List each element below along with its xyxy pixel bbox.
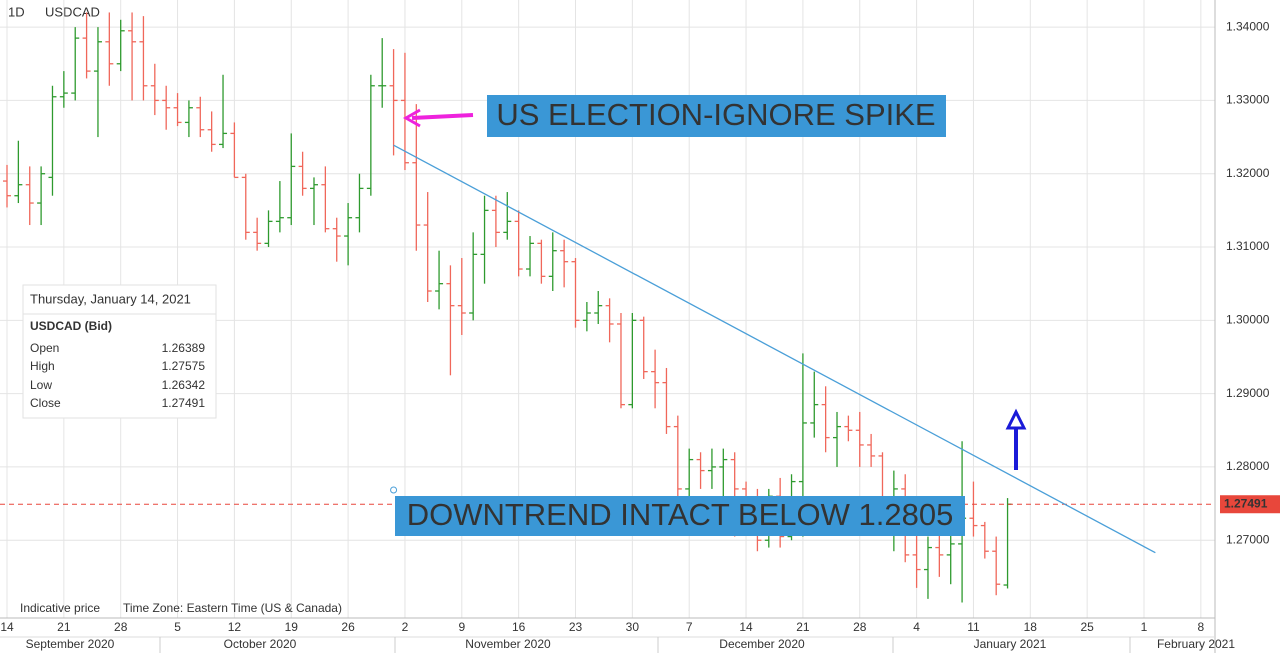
x-tick-label: 4 [913, 620, 920, 634]
trendline [393, 144, 1156, 554]
month-label: September 2020 [26, 637, 115, 651]
month-label: February 2021 [1157, 637, 1235, 651]
trendline-anchor [390, 486, 398, 494]
info-box [22, 284, 217, 419]
x-tick-label: 8 [1198, 620, 1205, 634]
y-tick-label: 1.27000 [1226, 532, 1270, 546]
info-value: 1.26342 [162, 378, 206, 392]
y-tick-label: 1.29000 [1226, 386, 1270, 400]
info-value: 1.26389 [162, 341, 206, 355]
up-arrow-head [1005, 408, 1027, 430]
x-tick-label: 16 [512, 620, 526, 634]
x-tick-label: 9 [458, 620, 465, 634]
x-tick-label: 19 [285, 620, 299, 634]
x-tick-label: 14 [739, 620, 753, 634]
annotation: DOWNTREND INTACT BELOW 1.2805 [407, 497, 954, 532]
info-date: Thursday, January 14, 2021 [30, 291, 191, 306]
month-label: December 2020 [719, 637, 805, 651]
y-tick-label: 1.32000 [1226, 166, 1270, 180]
month-label: January 2021 [974, 637, 1047, 651]
x-tick-label: 12 [228, 620, 242, 634]
y-tick-label: 1.31000 [1226, 239, 1270, 253]
x-tick-label: 25 [1080, 620, 1094, 634]
info-instrument: USDCAD (Bid) [30, 319, 112, 333]
x-tick-label: 5 [174, 620, 181, 634]
x-tick-label: 21 [57, 620, 71, 634]
x-tick-label: 7 [686, 620, 693, 634]
annotation-box [395, 496, 965, 536]
x-tick-label: 26 [341, 620, 355, 634]
symbol: USDCAD [45, 4, 100, 19]
info-field: Close [30, 396, 61, 410]
x-tick-label: 14 [0, 620, 14, 634]
info-value: 1.27575 [162, 359, 206, 373]
footer-note: Indicative price [20, 601, 100, 615]
month-label: October 2020 [224, 637, 297, 651]
y-tick-label: 1.34000 [1226, 19, 1270, 33]
last-price-box [1220, 495, 1280, 514]
x-tick-label: 1 [1141, 620, 1148, 634]
y-tick-label: 1.28000 [1226, 459, 1270, 473]
annotation-box [487, 95, 946, 137]
annotation: US ELECTION-IGNORE SPIKE [496, 97, 935, 132]
info-field: High [30, 359, 55, 373]
timeframe: 1D [8, 4, 25, 19]
info-field: Low [30, 378, 52, 392]
annotation-arrowhead [402, 108, 421, 128]
y-tick-label: 1.30000 [1226, 312, 1270, 326]
x-tick-label: 21 [796, 620, 810, 634]
info-field: Open [30, 341, 59, 355]
x-tick-label: 18 [1024, 620, 1038, 634]
footer-note: Time Zone: Eastern Time (US & Canada) [123, 601, 342, 615]
x-tick-label: 28 [114, 620, 128, 634]
x-tick-label: 11 [967, 620, 980, 634]
last-price-label: 1.27491 [1224, 496, 1268, 510]
x-tick-label: 2 [402, 620, 409, 634]
x-tick-label: 28 [853, 620, 867, 634]
x-tick-label: 23 [569, 620, 583, 634]
month-label: November 2020 [465, 637, 551, 651]
x-tick-label: 30 [626, 620, 640, 634]
info-value: 1.27491 [162, 396, 206, 410]
y-tick-label: 1.33000 [1226, 93, 1270, 107]
annotation-arrow [411, 113, 474, 120]
